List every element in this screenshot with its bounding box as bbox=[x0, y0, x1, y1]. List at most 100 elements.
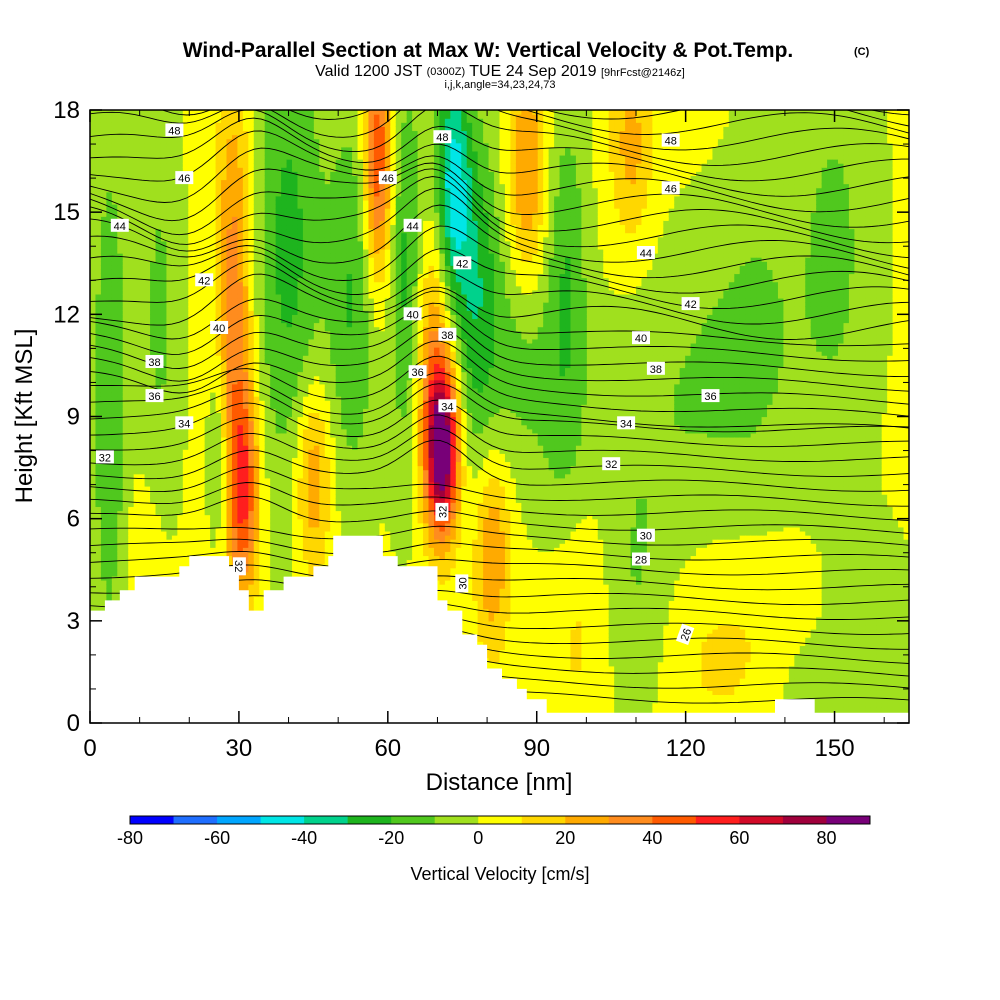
velocity-cell bbox=[237, 506, 243, 511]
velocity-cell bbox=[194, 396, 200, 401]
velocity-cell bbox=[117, 184, 123, 189]
velocity-cell bbox=[106, 273, 112, 278]
velocity-cell bbox=[177, 261, 183, 266]
velocity-cell bbox=[145, 457, 151, 462]
velocity-cell bbox=[123, 265, 129, 270]
velocity-cell bbox=[177, 519, 183, 524]
velocity-cell bbox=[172, 531, 178, 536]
velocity-cell bbox=[183, 143, 189, 148]
velocity-cell bbox=[161, 282, 167, 287]
velocity-cell bbox=[210, 347, 216, 352]
velocity-cell bbox=[161, 196, 167, 201]
velocity-cell bbox=[117, 576, 123, 581]
velocity-cell bbox=[112, 510, 118, 515]
velocity-cell bbox=[106, 588, 112, 593]
velocity-cell bbox=[248, 323, 254, 328]
velocity-cell bbox=[232, 421, 238, 426]
velocity-cell bbox=[237, 220, 243, 225]
velocity-cell bbox=[139, 523, 145, 528]
velocity-cell bbox=[199, 335, 205, 340]
velocity-cell bbox=[227, 196, 233, 201]
velocity-cell bbox=[243, 515, 249, 520]
velocity-cell bbox=[216, 220, 222, 225]
velocity-cell bbox=[259, 286, 265, 291]
velocity-cell bbox=[188, 208, 194, 213]
velocity-cell bbox=[106, 167, 112, 172]
velocity-cell bbox=[101, 167, 107, 172]
velocity-cell bbox=[156, 269, 162, 274]
velocity-cell bbox=[106, 515, 112, 520]
velocity-cell bbox=[117, 392, 123, 397]
velocity-cell bbox=[205, 547, 211, 552]
velocity-cell bbox=[243, 278, 249, 283]
velocity-cell bbox=[183, 306, 189, 311]
velocity-cell bbox=[156, 510, 162, 515]
velocity-cell bbox=[95, 257, 101, 262]
velocity-cell bbox=[216, 359, 222, 364]
velocity-cell bbox=[128, 192, 134, 197]
velocity-cell bbox=[199, 547, 205, 552]
velocity-cell bbox=[265, 323, 271, 328]
velocity-cell bbox=[117, 396, 123, 401]
velocity-cell bbox=[205, 543, 211, 548]
velocity-cell bbox=[156, 457, 162, 462]
velocity-cell bbox=[232, 229, 238, 234]
velocity-cell bbox=[199, 265, 205, 270]
velocity-cell bbox=[150, 470, 156, 475]
velocity-cell bbox=[112, 306, 118, 311]
velocity-cell bbox=[194, 543, 200, 548]
velocity-cell bbox=[128, 482, 134, 487]
velocity-cell bbox=[128, 269, 134, 274]
velocity-cell bbox=[161, 510, 167, 515]
velocity-cell bbox=[216, 184, 222, 189]
velocity-cell bbox=[177, 192, 183, 197]
velocity-cell bbox=[90, 555, 96, 560]
velocity-cell bbox=[216, 159, 222, 164]
velocity-cell bbox=[205, 404, 211, 409]
velocity-cell bbox=[123, 249, 129, 254]
velocity-cell bbox=[237, 392, 243, 397]
velocity-cell bbox=[90, 539, 96, 544]
velocity-cell bbox=[227, 282, 233, 287]
velocity-cell bbox=[188, 506, 194, 511]
velocity-cell bbox=[243, 453, 249, 458]
velocity-cell bbox=[166, 510, 172, 515]
velocity-cell bbox=[248, 392, 254, 397]
velocity-cell bbox=[112, 588, 118, 593]
velocity-cell bbox=[210, 229, 216, 234]
velocity-cell bbox=[156, 564, 162, 569]
velocity-cell bbox=[199, 502, 205, 507]
velocity-cell bbox=[106, 135, 112, 140]
velocity-cell bbox=[156, 404, 162, 409]
velocity-cell bbox=[177, 290, 183, 295]
velocity-cell bbox=[183, 506, 189, 511]
velocity-cell bbox=[172, 482, 178, 487]
velocity-cell bbox=[177, 224, 183, 229]
velocity-cell bbox=[227, 278, 233, 283]
velocity-cell bbox=[188, 155, 194, 160]
velocity-cell bbox=[139, 527, 145, 532]
velocity-cell bbox=[177, 212, 183, 217]
velocity-cell bbox=[150, 200, 156, 205]
velocity-cell bbox=[128, 470, 134, 475]
velocity-cell bbox=[188, 269, 194, 274]
velocity-cell bbox=[248, 155, 254, 160]
velocity-cell bbox=[210, 143, 216, 148]
velocity-cell bbox=[150, 192, 156, 197]
velocity-cell bbox=[254, 588, 260, 593]
velocity-cell bbox=[221, 510, 227, 515]
velocity-cell bbox=[161, 560, 167, 565]
velocity-cell bbox=[117, 519, 123, 524]
velocity-cell bbox=[166, 441, 172, 446]
velocity-cell bbox=[117, 355, 123, 360]
velocity-cell bbox=[112, 241, 118, 246]
velocity-cell bbox=[183, 453, 189, 458]
velocity-cell bbox=[106, 302, 112, 307]
velocity-cell bbox=[194, 298, 200, 303]
velocity-cell bbox=[188, 245, 194, 250]
velocity-cell bbox=[172, 347, 178, 352]
velocity-cell bbox=[128, 302, 134, 307]
velocity-cell bbox=[95, 220, 101, 225]
velocity-cell bbox=[183, 376, 189, 381]
velocity-cell bbox=[172, 564, 178, 569]
